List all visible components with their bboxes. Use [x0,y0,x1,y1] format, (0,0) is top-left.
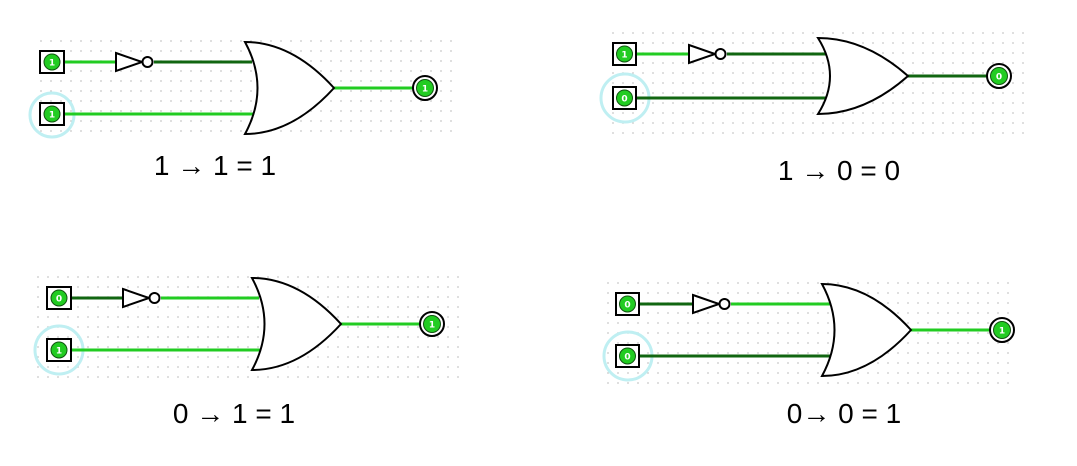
input-b-value: 0 [621,95,627,105]
input-pin-a[interactable]: 1 [612,42,637,66]
grid-background [601,282,1017,390]
caption: 1 → 0 = 0 [778,155,900,186]
output-value: 1 [429,321,435,331]
grid-background [33,276,461,384]
input-pin-b[interactable]: 1 [39,102,65,126]
output-pin: 1 [412,75,438,101]
input-a-value: 1 [621,51,627,61]
circuit-2: 1 0 0 1 → 0 = 0 [599,30,1028,186]
input-pin-a[interactable]: 0 [46,286,72,310]
or-gate [816,36,910,116]
or-gate [250,276,343,372]
input-a-value: 0 [624,301,630,311]
caption: 0 → 1 = 1 [173,398,295,429]
circuit-4: 0 0 1 0→ 0 = 1 [601,282,1017,429]
input-pin-b[interactable]: 1 [46,338,72,362]
output-value: 1 [999,327,1005,337]
or-gate [243,40,336,136]
input-b-value: 1 [56,347,62,357]
input-pin-b[interactable]: 0 [615,344,640,368]
output-value: 0 [996,73,1002,83]
output-pin: 0 [986,63,1012,89]
circuit-1: 1 1 1 1 → 1 = 1 [28,38,454,181]
output-value: 1 [422,85,428,95]
not-gate [692,293,731,315]
output-pin: 1 [419,311,445,337]
input-b-value: 0 [624,353,630,363]
not-gate [122,287,161,309]
output-pin: 1 [989,317,1015,343]
input-pin-a[interactable]: 1 [39,50,65,74]
not-gate [115,51,154,73]
grid-background [608,30,1028,138]
input-pin-b[interactable]: 0 [612,86,637,110]
input-a-value: 1 [49,59,55,69]
input-a-value: 0 [56,295,62,305]
caption: 1 → 1 = 1 [154,150,276,181]
circuit-3: 0 1 1 0 → 1 = 1 [33,276,461,429]
or-gate [820,282,913,378]
input-pin-a[interactable]: 0 [615,292,640,316]
input-b-value: 1 [49,111,55,121]
caption: 0→ 0 = 1 [787,398,901,429]
not-gate [688,43,727,65]
